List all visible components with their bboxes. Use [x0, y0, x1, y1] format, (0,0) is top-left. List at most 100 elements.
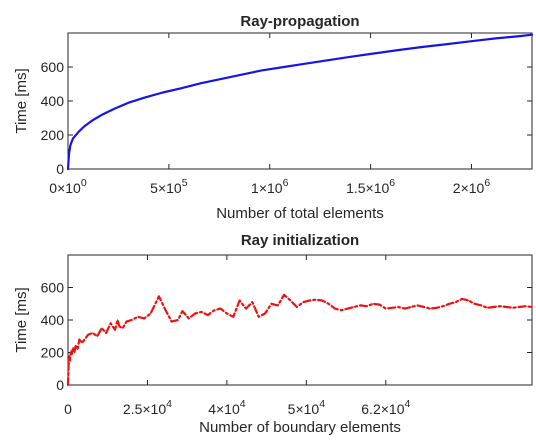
data-point: [470, 40, 473, 42]
data-point: [512, 307, 514, 309]
chart-title: Ray initialization: [241, 232, 359, 249]
data-point: [372, 303, 374, 305]
data-point: [283, 294, 285, 296]
data-point: [423, 306, 425, 308]
series-points-1: [67, 34, 533, 170]
data-point: [122, 327, 124, 329]
data-point: [448, 303, 450, 305]
data-point: [493, 306, 495, 308]
data-point: [171, 321, 173, 323]
data-point: [180, 87, 182, 89]
data-point: [480, 304, 482, 306]
data-point: [340, 309, 342, 311]
data-point: [417, 304, 419, 306]
data-point: [474, 303, 476, 305]
data-point: [150, 312, 152, 315]
y-tick-label: 600: [41, 59, 65, 75]
series-line-1: [66, 293, 534, 387]
data-point: [101, 327, 103, 329]
data-point: [525, 305, 527, 307]
data-point: [495, 37, 497, 40]
data-point: [125, 321, 128, 323]
data-point: [213, 309, 215, 311]
data-point: [283, 66, 285, 68]
data-point: [374, 52, 376, 55]
data-point: [518, 306, 520, 308]
data-point: [69, 144, 71, 146]
data-point: [73, 351, 75, 354]
x-tick-label: 0: [64, 401, 72, 417]
data-point: [75, 345, 77, 347]
x-tick-label: 2.5×104: [123, 398, 172, 417]
data-point: [366, 305, 368, 307]
y-tick-label: 600: [41, 280, 65, 296]
data-point: [531, 34, 533, 36]
data-point: [410, 306, 412, 308]
data-point: [442, 305, 444, 307]
y-tick-label: 0: [56, 377, 64, 393]
data-point: [71, 353, 73, 355]
chart-1: Ray-propagation 0 200 400 600 0×100 5×105 1×106…: [13, 13, 534, 222]
data-point: [114, 329, 116, 331]
data-point: [499, 305, 501, 307]
data-point: [69, 360, 71, 362]
y-tick-label: 400: [41, 93, 65, 109]
data-point: [391, 307, 393, 309]
data-point: [328, 303, 330, 305]
data-point: [207, 314, 209, 316]
data-point: [359, 304, 361, 306]
data-point: [486, 307, 489, 309]
data-point: [305, 63, 307, 65]
data-point: [270, 303, 272, 305]
data-point: [67, 168, 69, 170]
x-tick-label: 0×100: [49, 177, 87, 196]
data-point: [302, 301, 304, 303]
x-axis-label: Number of total elements: [216, 205, 384, 222]
data-point: [385, 308, 387, 310]
data-point: [81, 342, 83, 344]
data-point: [245, 308, 247, 310]
data-point: [258, 316, 260, 318]
data-point: [308, 299, 311, 302]
data-point: [455, 301, 457, 303]
data-point: [105, 332, 107, 334]
data-point: [143, 317, 145, 319]
data-point: [398, 49, 400, 51]
data-point: [289, 299, 292, 302]
data-point: [68, 355, 70, 357]
data-point: [378, 304, 381, 306]
x-tick-label: 4×104: [208, 398, 246, 417]
data-point: [76, 348, 79, 350]
x-tick-label: 6.2×104: [361, 398, 410, 417]
data-point: [70, 350, 72, 352]
data-point: [144, 97, 146, 99]
data-point: [251, 301, 253, 303]
data-point: [334, 308, 336, 310]
y-axis-label: Time [ms]: [13, 68, 30, 133]
data-point: [353, 306, 355, 308]
data-point: [87, 334, 89, 336]
x-axis-label: Number of boundary elements: [199, 419, 401, 436]
data-point: [68, 364, 70, 367]
data-point: [72, 137, 74, 139]
data-point: [531, 306, 533, 308]
data-point: [158, 295, 160, 297]
data-point: [188, 317, 190, 319]
data-point: [321, 299, 323, 302]
data-point: [232, 316, 234, 318]
x-tick-label: 5×104: [288, 398, 326, 417]
data-point: [461, 298, 463, 300]
data-point: [127, 102, 130, 104]
chart-2: Ray initialization 0 200 400 600 0 2.5×104 4×10…: [13, 232, 534, 436]
data-point: [177, 319, 179, 321]
data-point: [239, 299, 241, 302]
data-point: [164, 308, 166, 310]
data-point: [220, 78, 222, 80]
data-point: [131, 319, 133, 321]
data-point: [92, 332, 94, 334]
data-point: [200, 82, 202, 84]
data-point: [519, 35, 521, 37]
data-point: [404, 308, 406, 310]
